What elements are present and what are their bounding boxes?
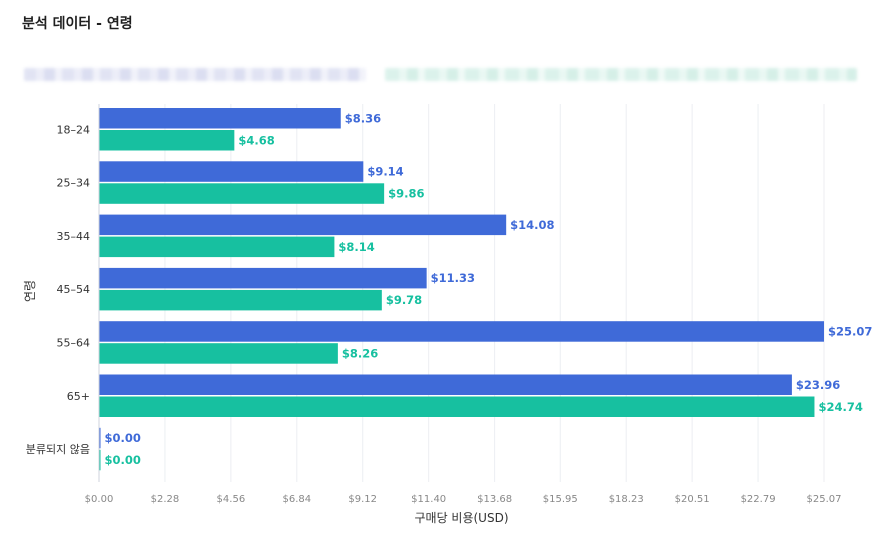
data-label: $24.74 <box>818 400 862 414</box>
bar-series-2 <box>99 343 338 364</box>
data-label: $23.96 <box>796 378 840 392</box>
x-tick-label: $9.12 <box>348 494 377 505</box>
x-tick-label: $25.07 <box>807 494 842 505</box>
bar-series-1 <box>99 321 824 342</box>
y-axis-title: 연령 <box>23 280 37 302</box>
bar-series-2 <box>99 289 382 311</box>
data-label: $8.14 <box>338 240 374 254</box>
bar-series-2 <box>99 130 235 151</box>
x-tick-label: $15.95 <box>543 494 578 505</box>
y-tick-label: 분류되지 않음 <box>26 443 90 456</box>
legend-item-series-2-obscured <box>385 68 857 81</box>
bar-series-1 <box>99 108 341 129</box>
data-label: $8.26 <box>342 346 378 360</box>
bar-series-2 <box>99 183 385 204</box>
data-label: $25.07 <box>828 324 872 338</box>
data-label: $9.86 <box>388 187 424 201</box>
bar-series-2 <box>99 236 335 258</box>
data-label: $9.14 <box>367 165 403 179</box>
bar-series-2 <box>99 449 101 471</box>
page-title: 분석 데이터 - 연령 <box>22 16 133 32</box>
data-label: $9.78 <box>386 293 422 307</box>
y-tick-label: 65+ <box>67 390 90 403</box>
x-tick-label: $6.84 <box>282 494 311 505</box>
x-tick-label: $11.40 <box>411 494 446 505</box>
data-label: $11.33 <box>431 271 475 285</box>
bar-series-1 <box>99 267 427 289</box>
y-tick-label: 18–24 <box>57 123 91 136</box>
x-tick-label: $22.79 <box>741 494 776 505</box>
x-tick-label: $20.51 <box>675 494 710 505</box>
y-tick-label: 35–44 <box>57 230 91 243</box>
data-label: $8.36 <box>345 111 381 125</box>
x-tick-label: $18.23 <box>609 494 644 505</box>
data-label: $0.00 <box>105 431 141 445</box>
bar-series-1 <box>99 374 792 395</box>
bar-series-2 <box>99 396 815 417</box>
y-tick-label: 55–64 <box>57 336 91 349</box>
y-tick-label: 45–54 <box>57 283 91 296</box>
x-tick-label: $4.56 <box>217 494 246 505</box>
bar-series-1 <box>99 427 101 449</box>
bar-series-1 <box>99 161 364 182</box>
data-label: $0.00 <box>105 453 141 467</box>
x-tick-label: $13.68 <box>477 494 512 505</box>
data-labels: $8.36 $4.68 $9.14 $9.86 $14.08 $8.14 $11.33 $9.… <box>105 111 873 467</box>
x-axis-title: 구매당 비용(USD) <box>414 511 508 525</box>
data-label: $4.68 <box>238 133 274 147</box>
x-tick-label: $0.00 <box>85 494 114 505</box>
x-tick-label: $2.28 <box>151 494 180 505</box>
bar-series-1 <box>99 214 507 236</box>
y-axis-ticks: 18–24 25–34 35–44 45–54 55–64 65+ 분류되지 않음 <box>26 123 90 456</box>
bars <box>99 108 824 471</box>
y-tick-label: 25–34 <box>57 177 91 190</box>
x-axis-ticks: $0.00 $2.28 $4.56 $6.84 $9.12 $11.40 $13.68 $15… <box>85 494 842 505</box>
legend-item-series-1-obscured <box>24 68 366 81</box>
data-label: $14.08 <box>510 218 554 232</box>
